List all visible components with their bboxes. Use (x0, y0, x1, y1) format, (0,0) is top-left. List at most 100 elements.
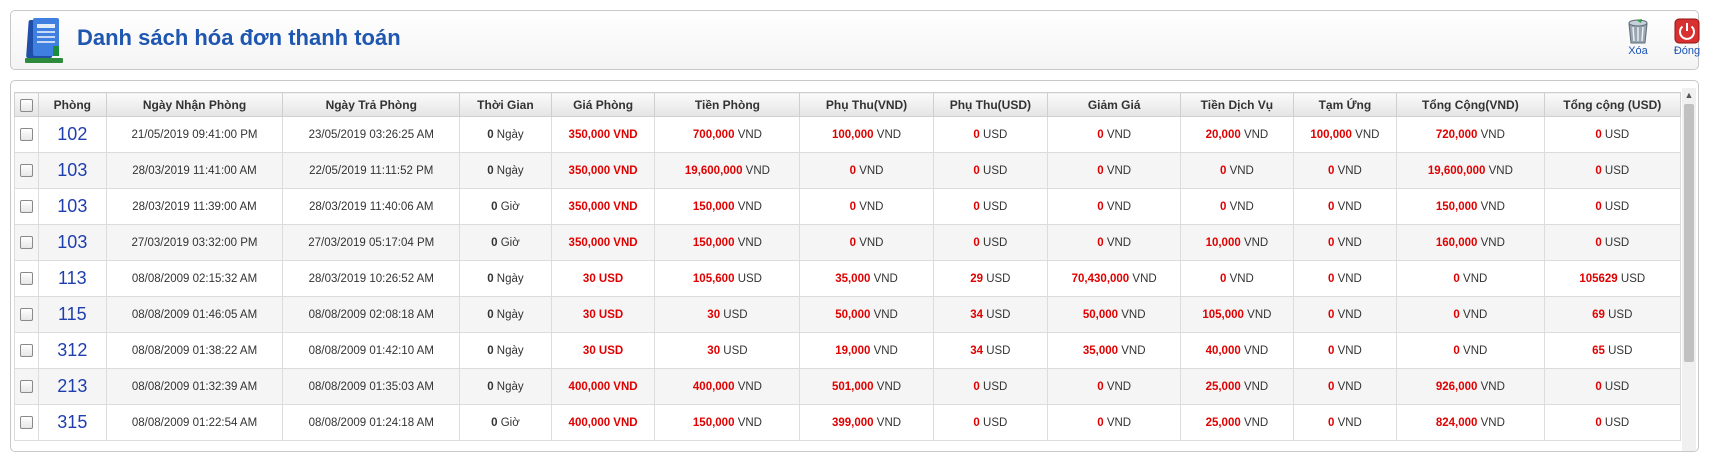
service-cell: 20,000 VND (1180, 116, 1294, 153)
column-header[interactable]: Tổng Cộng(VND) (1396, 92, 1545, 117)
scroll-up-arrow-icon[interactable]: ▲ (1684, 90, 1694, 100)
column-header[interactable]: Phụ Thu(VND) (799, 92, 934, 117)
row-checkbox[interactable] (20, 272, 33, 285)
price-value: 350,000 VND (568, 236, 638, 249)
total-vnd-cell: 19,600,000 VND (1396, 152, 1545, 189)
row-checkbox[interactable] (20, 344, 33, 357)
power-icon (1662, 18, 1711, 44)
row-checkbox[interactable] (20, 416, 33, 429)
row-select-cell[interactable] (14, 224, 39, 261)
table-row[interactable]: 312 08/08/2009 01:38:22 AM 08/08/2009 01:4… (14, 332, 1681, 369)
column-header[interactable]: Tổng cộng (USD) (1543, 92, 1681, 117)
row-select-cell[interactable] (14, 152, 39, 189)
scroll-thumb[interactable] (1684, 104, 1694, 362)
row-checkbox[interactable] (20, 380, 33, 393)
price-value: 400,000 VND (568, 380, 638, 393)
surcharge-usd-value: 0 (973, 380, 980, 393)
room-number-link[interactable]: 115 (38, 296, 107, 333)
column-header[interactable]: Tiền Phòng (654, 92, 801, 117)
row-checkbox[interactable] (20, 308, 33, 321)
table-row[interactable]: 103 28/03/2019 11:39:00 AM 28/03/2019 11:4… (14, 188, 1681, 225)
surcharge-vnd-value: 0 (849, 200, 856, 213)
service-value: 105,000 (1202, 308, 1244, 321)
column-header[interactable]: Ngày Trả Phòng (282, 92, 461, 117)
surcharge-usd-cell: 0 USD (932, 152, 1049, 189)
room-fee-cell: 19,600,000 VND (654, 152, 801, 189)
service-cell: 25,000 VND (1180, 404, 1294, 441)
row-select-cell[interactable] (14, 332, 39, 369)
unit-label: USD (983, 380, 1008, 393)
room-number-link[interactable]: 312 (38, 332, 107, 369)
header-select-all[interactable] (14, 92, 39, 117)
room-number-link[interactable]: 103 (38, 224, 107, 261)
room-number-link[interactable]: 102 (38, 116, 107, 153)
row-checkbox[interactable] (20, 200, 33, 213)
total-usd-value: 65 (1592, 344, 1605, 357)
surcharge-usd-value: 0 (973, 416, 980, 429)
row-checkbox[interactable] (20, 164, 33, 177)
discount-value: 0 (1097, 128, 1104, 141)
column-header[interactable]: Tiền Dịch Vụ (1180, 92, 1294, 117)
row-checkbox[interactable] (20, 236, 33, 249)
column-header[interactable]: Giá Phòng (550, 92, 656, 117)
unit-label: VND (1106, 200, 1132, 213)
room-number-link[interactable]: 315 (38, 404, 107, 441)
total-usd-value: 0 (1595, 416, 1602, 429)
checkout-cell: 27/03/2019 05:17:04 PM (282, 224, 461, 261)
surcharge-vnd-value: 0 (849, 164, 856, 177)
table-row[interactable]: 113 08/08/2009 02:15:32 AM 28/03/2019 10:2… (14, 260, 1681, 297)
room-number-link[interactable]: 103 (38, 152, 107, 189)
duration-cell: 0 Ngày (459, 116, 552, 153)
delete-button[interactable]: Xóa (1613, 18, 1663, 68)
unit-label: VND (1243, 416, 1269, 429)
column-header[interactable]: Tạm Ứng (1292, 92, 1398, 117)
unit-label: Giờ (500, 200, 520, 213)
row-select-cell[interactable] (14, 116, 39, 153)
room-fee-cell: 150,000 VND (654, 404, 801, 441)
table-row[interactable]: 102 21/05/2019 09:41:00 PM 23/05/2019 03:2… (14, 116, 1681, 153)
row-checkbox[interactable] (20, 128, 33, 141)
unit-label: VND (1229, 164, 1254, 177)
unit-label: VND (873, 344, 898, 357)
unit-label: USD (1604, 200, 1630, 213)
row-select-cell[interactable] (14, 260, 39, 297)
discount-value: 0 (1097, 200, 1104, 213)
room-fee-value: 105,600 (692, 272, 735, 285)
table-row[interactable]: 115 08/08/2009 01:46:05 AM 08/08/2009 02:0… (14, 296, 1681, 333)
duration-cell: 0 Ngày (459, 152, 552, 189)
row-select-cell[interactable] (14, 296, 39, 333)
table-row[interactable]: 103 28/03/2019 11:41:00 AM 22/05/2019 11:1… (14, 152, 1681, 189)
room-number-link[interactable]: 213 (38, 368, 107, 405)
advance-value: 0 (1327, 380, 1335, 393)
table-row[interactable]: 103 27/03/2019 03:32:00 PM 27/03/2019 05:1… (14, 224, 1681, 261)
room-fee-value: 19,600,000 (684, 164, 743, 177)
surcharge-vnd-value: 50,000 (835, 308, 871, 321)
column-header[interactable]: Giảm Giá (1047, 92, 1182, 117)
column-header[interactable]: Phòng (38, 92, 107, 117)
column-header[interactable]: Ngày Nhận Phòng (105, 92, 284, 117)
row-select-cell[interactable] (14, 368, 39, 405)
service-cell: 25,000 VND (1180, 368, 1294, 405)
unit-label: USD (1604, 380, 1630, 393)
surcharge-vnd-value: 501,000 (832, 380, 874, 393)
total-vnd-value: 0 (1453, 308, 1460, 321)
close-button[interactable]: Đóng (1662, 18, 1711, 68)
vertical-scrollbar[interactable]: ▲ (1682, 88, 1696, 451)
row-select-cell[interactable] (14, 404, 39, 441)
unit-label: VND (745, 164, 770, 177)
room-number-link[interactable]: 113 (38, 260, 107, 297)
unit-label: VND (1106, 236, 1132, 249)
surcharge-usd-cell: 0 USD (932, 188, 1049, 225)
close-label: Đóng (1673, 45, 1701, 57)
table-row[interactable]: 213 08/08/2009 01:32:39 AM 08/08/2009 01:3… (14, 368, 1681, 405)
total-usd-value: 69 (1592, 308, 1605, 321)
room-number-link[interactable]: 103 (38, 188, 107, 225)
column-header[interactable]: Phụ Thu(USD) (932, 92, 1049, 117)
table-row[interactable]: 315 08/08/2009 01:22:54 AM 08/08/2009 01:2… (14, 404, 1681, 441)
row-select-cell[interactable] (14, 188, 39, 225)
surcharge-usd-value: 29 (970, 272, 983, 285)
column-header[interactable]: Thời Gian (459, 92, 552, 117)
select-all-checkbox[interactable] (20, 98, 33, 112)
service-value: 40,000 (1205, 344, 1241, 357)
unit-label: VND (1337, 200, 1362, 213)
